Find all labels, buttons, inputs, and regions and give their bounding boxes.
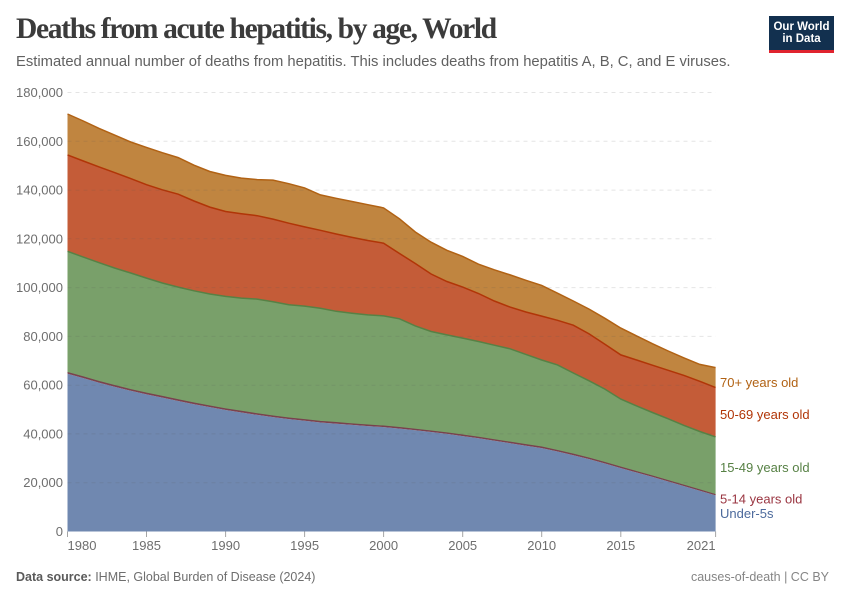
- svg-text:100,000: 100,000: [16, 280, 63, 295]
- svg-text:0: 0: [56, 524, 63, 539]
- svg-text:2015: 2015: [606, 538, 635, 553]
- svg-text:50-69 years old: 50-69 years old: [720, 407, 810, 422]
- svg-text:2005: 2005: [448, 538, 477, 553]
- svg-text:80,000: 80,000: [23, 329, 63, 344]
- svg-text:1985: 1985: [132, 538, 161, 553]
- svg-text:1995: 1995: [290, 538, 319, 553]
- svg-text:60,000: 60,000: [23, 378, 63, 393]
- svg-text:160,000: 160,000: [16, 134, 63, 149]
- svg-text:15-49 years old: 15-49 years old: [720, 460, 810, 475]
- svg-text:1990: 1990: [211, 538, 240, 553]
- svg-text:70+ years old: 70+ years old: [720, 375, 798, 390]
- svg-text:40,000: 40,000: [23, 426, 63, 441]
- svg-text:Under-5s: Under-5s: [720, 506, 774, 521]
- svg-text:5-14 years old: 5-14 years old: [720, 491, 802, 506]
- svg-text:2000: 2000: [369, 538, 398, 553]
- svg-text:20,000: 20,000: [23, 475, 63, 490]
- svg-text:1980: 1980: [68, 538, 97, 553]
- svg-text:140,000: 140,000: [16, 183, 63, 198]
- svg-text:180,000: 180,000: [16, 85, 63, 100]
- svg-text:2021: 2021: [687, 538, 716, 553]
- svg-text:2010: 2010: [527, 538, 556, 553]
- svg-text:120,000: 120,000: [16, 231, 63, 246]
